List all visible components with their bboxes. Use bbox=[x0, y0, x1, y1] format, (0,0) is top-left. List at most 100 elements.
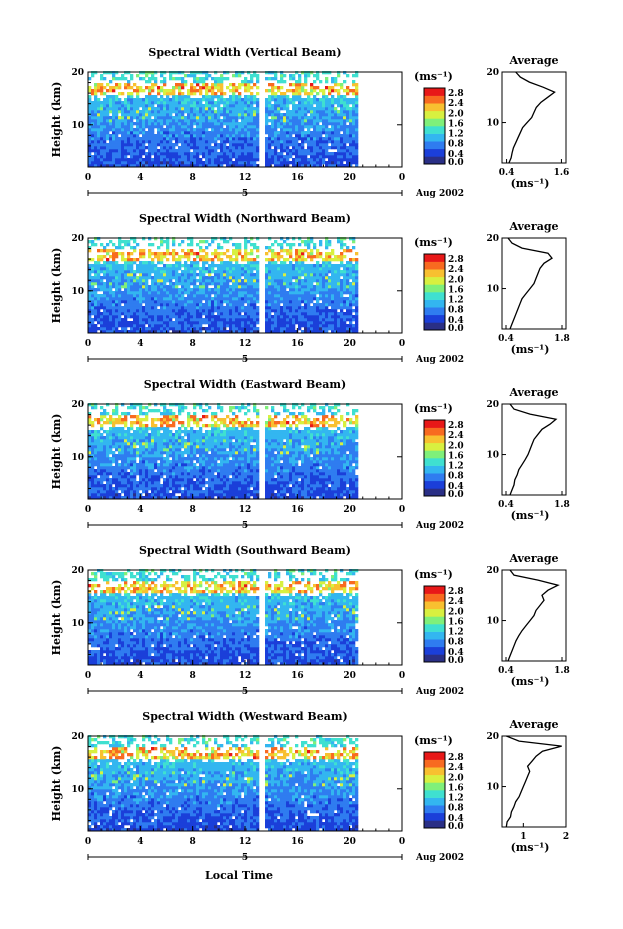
heatmap-cell bbox=[223, 300, 227, 304]
heatmap-cell bbox=[94, 134, 98, 138]
heatmap-cell bbox=[145, 303, 149, 307]
heatmap-cell bbox=[271, 155, 275, 159]
heatmap-cell bbox=[340, 110, 344, 114]
heatmap-cell bbox=[196, 288, 200, 292]
heatmap-cell bbox=[187, 74, 191, 78]
heatmap-cell bbox=[352, 285, 356, 289]
heatmap-cell bbox=[319, 128, 323, 132]
heatmap-cell bbox=[310, 282, 314, 286]
heatmap-cell bbox=[94, 324, 98, 328]
heatmap-cell bbox=[202, 146, 206, 150]
heatmap-cell bbox=[337, 83, 341, 87]
heatmap-cell bbox=[331, 164, 335, 168]
heatmap-cell bbox=[253, 137, 257, 141]
heatmap-cell bbox=[211, 291, 215, 295]
colorbar-swatch bbox=[424, 133, 445, 142]
heatmap-cell bbox=[289, 315, 293, 319]
heatmap-cell bbox=[277, 131, 281, 135]
heatmap-cell bbox=[223, 282, 227, 286]
heatmap-cell bbox=[169, 309, 173, 313]
heatmap-cell bbox=[238, 101, 242, 105]
heatmap-cell bbox=[208, 318, 212, 322]
heatmap-cell bbox=[121, 92, 125, 96]
heatmap-cell bbox=[124, 303, 128, 307]
heatmap-cell bbox=[310, 258, 314, 262]
heatmap-cell bbox=[283, 303, 287, 307]
heatmap-cell bbox=[88, 273, 92, 277]
heatmap-cell bbox=[283, 249, 287, 253]
heatmap-cell bbox=[184, 303, 188, 307]
heatmap-cell bbox=[271, 303, 275, 307]
heatmap-cell bbox=[343, 324, 347, 328]
heatmap-cell bbox=[295, 110, 299, 114]
heatmap-cell bbox=[301, 270, 305, 274]
heatmap-cell bbox=[214, 294, 218, 298]
heatmap-cell bbox=[142, 77, 146, 81]
heatmap-cell bbox=[154, 255, 158, 259]
heatmap-cell bbox=[127, 306, 131, 310]
heatmap-cell bbox=[280, 273, 284, 277]
heatmap-cell bbox=[121, 101, 125, 105]
heatmap-cell bbox=[175, 300, 179, 304]
heatmap-cell bbox=[169, 303, 173, 307]
heatmap-cell bbox=[295, 131, 299, 135]
heatmap-cell bbox=[292, 152, 296, 156]
heatmap-cell bbox=[169, 291, 173, 295]
heatmap-cell bbox=[172, 155, 176, 159]
heatmap-cell bbox=[280, 267, 284, 271]
x-tick-label: 8 bbox=[190, 339, 196, 349]
heatmap-cell bbox=[151, 243, 155, 247]
heatmap-cell bbox=[217, 324, 221, 328]
heatmap-cell bbox=[148, 327, 152, 331]
heatmap-cell bbox=[352, 294, 356, 298]
heatmap-cell bbox=[220, 86, 224, 90]
heatmap-cell bbox=[313, 86, 317, 90]
heatmap-cell bbox=[154, 143, 158, 147]
heatmap-cell bbox=[229, 264, 233, 268]
heatmap-cell bbox=[100, 321, 104, 325]
heatmap-cell bbox=[88, 161, 92, 165]
heatmap-cell bbox=[157, 122, 161, 126]
heatmap-cell bbox=[268, 267, 272, 271]
heatmap-cell bbox=[142, 270, 146, 274]
heatmap-cell bbox=[115, 137, 119, 141]
heatmap-cell bbox=[340, 297, 344, 301]
heatmap-cell bbox=[130, 122, 134, 126]
heatmap-cell bbox=[88, 481, 92, 485]
heatmap-cell bbox=[169, 161, 173, 165]
heatmap-cell bbox=[136, 306, 140, 310]
heatmap-cell bbox=[199, 125, 203, 129]
heatmap-cell bbox=[256, 131, 260, 135]
colorbar-swatch bbox=[424, 103, 445, 112]
heatmap-cell bbox=[217, 312, 221, 316]
heatmap-cell bbox=[157, 131, 161, 135]
heatmap-cell bbox=[328, 146, 332, 150]
heatmap-cell bbox=[301, 318, 305, 322]
heatmap-cell bbox=[172, 258, 176, 262]
heatmap-cell bbox=[100, 86, 104, 90]
heatmap-cell bbox=[94, 490, 98, 494]
heatmap-cell bbox=[292, 237, 296, 241]
heatmap-cell bbox=[121, 134, 125, 138]
heatmap-cell bbox=[274, 122, 278, 126]
heatmap-cell bbox=[178, 134, 182, 138]
heatmap-cell bbox=[247, 303, 251, 307]
heatmap-cell bbox=[304, 288, 308, 292]
heatmap-cell bbox=[148, 71, 152, 75]
heatmap-cell bbox=[286, 315, 290, 319]
heatmap-cell bbox=[286, 279, 290, 283]
heatmap-cell bbox=[94, 243, 98, 247]
heatmap-cell bbox=[160, 312, 164, 316]
heatmap-cell bbox=[271, 285, 275, 289]
heatmap-cell bbox=[163, 324, 167, 328]
heatmap-cell bbox=[151, 104, 155, 108]
heatmap-cell bbox=[232, 146, 236, 150]
heatmap-cell bbox=[112, 327, 116, 331]
heatmap-cell bbox=[175, 303, 179, 307]
heatmap-cell bbox=[130, 143, 134, 147]
heatmap-cell bbox=[325, 237, 329, 241]
heatmap-cell bbox=[133, 113, 137, 117]
heatmap-cell bbox=[142, 315, 146, 319]
heatmap-cell bbox=[298, 80, 302, 84]
heatmap-cell bbox=[151, 98, 155, 102]
